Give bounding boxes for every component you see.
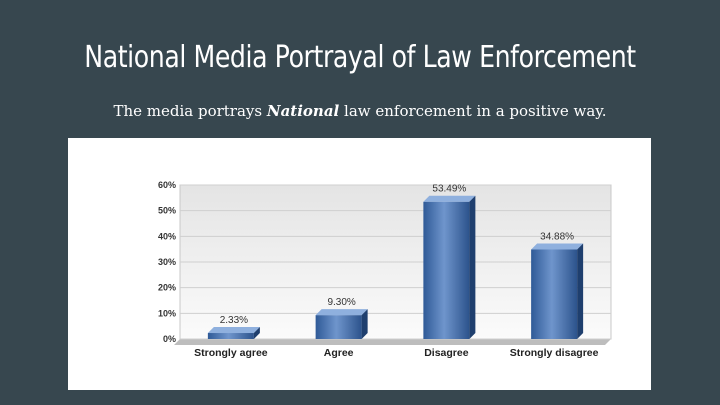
slide-subtitle: The media portrays National law enforcem… [0, 102, 720, 120]
category-label: Disagree [424, 347, 469, 359]
slide-title: National Media Portrayal of Law Enforcem… [84, 40, 636, 75]
bar-front [423, 201, 470, 339]
bar-top [207, 327, 260, 334]
y-tick-label: 60% [158, 180, 176, 190]
category-label: Strongly agree [194, 347, 268, 359]
y-tick-label: 20% [158, 283, 176, 293]
bar-top [531, 243, 584, 250]
bar-chart: 0% 10% 20% 30% 40% 50% 60% 2.33% 9.30% 53.49% 34.… [158, 180, 612, 359]
bar-front [315, 315, 362, 339]
subtitle-text-after: law enforcement in a positive way. [339, 102, 607, 120]
bar-value-label: 53.49% [432, 184, 466, 195]
bar-side [577, 243, 584, 339]
chart-panel: 0% 10% 20% 30% 40% 50% 60% 2.33% 9.30% 53.49% 34.… [68, 138, 651, 390]
bar-side [253, 327, 260, 339]
y-tick-label: 40% [158, 231, 176, 241]
bar-front [531, 249, 578, 339]
bar-front [207, 333, 254, 339]
y-tick-label: 30% [158, 257, 176, 267]
subtitle-text-before: The media portrays [113, 102, 267, 120]
bar-side [469, 195, 476, 339]
bar [423, 195, 476, 339]
bar-value-label: 34.88% [540, 231, 574, 242]
bar-side [361, 309, 368, 339]
bar-top [423, 195, 476, 202]
bar-value-label: 2.33% [220, 315, 248, 326]
y-tick-label: 50% [158, 206, 176, 216]
bar [531, 243, 584, 339]
plot-floor [174, 339, 611, 345]
bar-top [315, 309, 368, 316]
y-tick-label: 0% [163, 334, 176, 344]
bar [207, 327, 260, 339]
subtitle-emphasis: National [266, 102, 340, 120]
bar-value-label: 9.30% [327, 297, 355, 308]
category-label: Strongly disagree [510, 347, 599, 359]
y-tick-label: 10% [158, 308, 176, 318]
bar [315, 309, 368, 339]
category-label: Agree [324, 347, 354, 359]
